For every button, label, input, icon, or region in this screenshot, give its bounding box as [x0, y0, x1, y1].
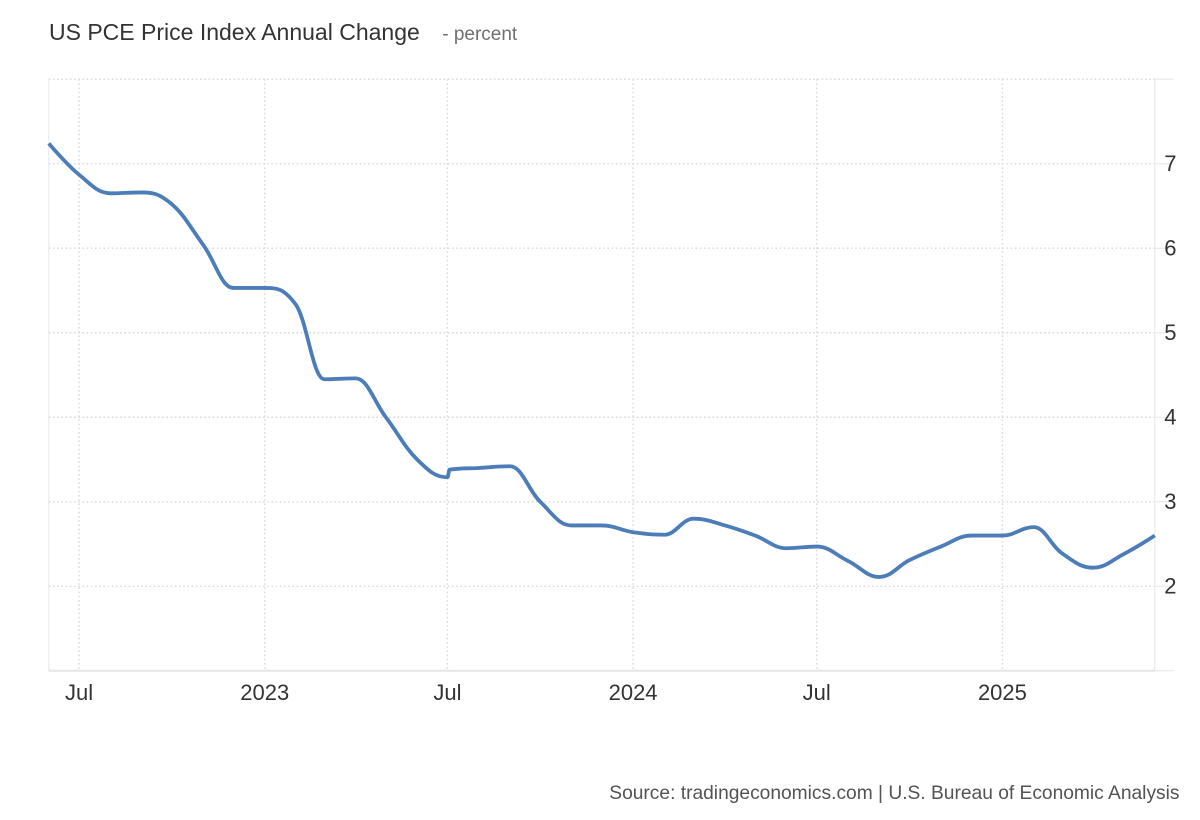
y-tick-label: 5 [1164, 320, 1176, 345]
y-tick-label: 6 [1164, 236, 1176, 261]
x-tick-label: 2024 [609, 680, 658, 705]
chart-subtitle: - percent [442, 24, 517, 45]
x-tick-label: 2025 [978, 680, 1027, 705]
y-tick-label: 2 [1164, 574, 1176, 599]
chart-header: US PCE Price Index Annual Change - perce… [49, 19, 517, 46]
y-tick-label: 4 [1164, 405, 1176, 430]
y-tick-label: 3 [1164, 489, 1176, 514]
source-attribution: Source: tradingeconomics.com | U.S. Bure… [609, 783, 1180, 804]
series-line [47, 142, 1156, 579]
x-tick-label: Jul [65, 680, 93, 705]
x-tick-label: 2023 [240, 680, 289, 705]
line-chart-plot: 2 3 4 5 6 7 Jul 2023 Jul 2024 Jul 2025 [47, 78, 1177, 705]
y-tick-label: 7 [1164, 151, 1176, 176]
chart-title: US PCE Price Index Annual Change [49, 19, 420, 46]
x-tick-label: Jul [803, 680, 831, 705]
x-tick-label: Jul [433, 680, 461, 705]
chart-subtitle-text: - percent [442, 24, 518, 46]
